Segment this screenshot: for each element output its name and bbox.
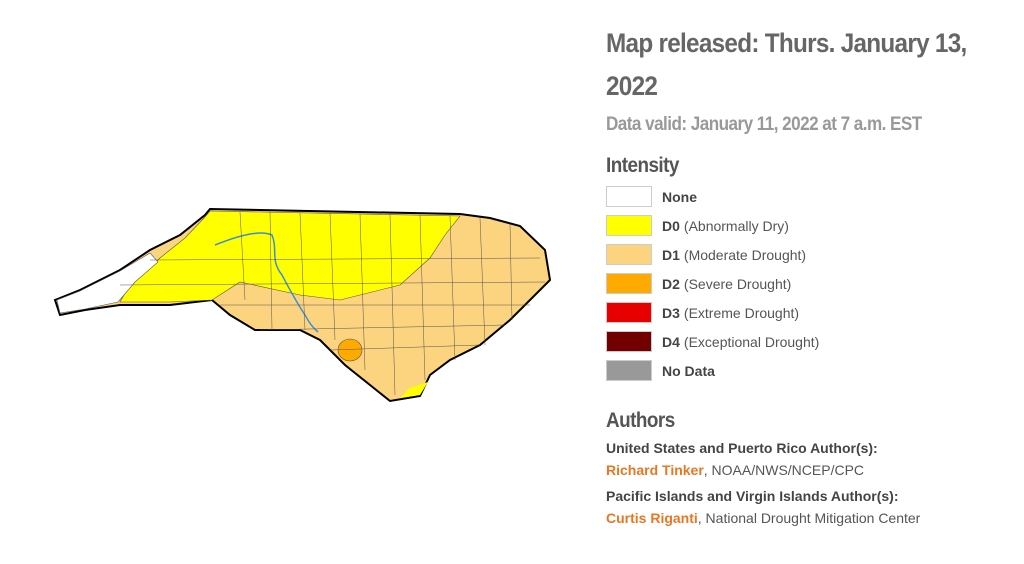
legend-item: D2 (Severe Drought) <box>606 269 1006 298</box>
d0-coast <box>400 382 428 398</box>
legend-code: D0 <box>662 217 680 234</box>
author-label: Pacific Islands and Virgin Islands Autho… <box>606 488 899 504</box>
author-affiliation: , NOAA/NWS/NCEP/CPC <box>703 462 865 478</box>
legend-desc: (Moderate Drought) <box>683 246 807 263</box>
legend-swatch <box>606 302 652 323</box>
county-lines <box>119 211 546 396</box>
legend-code: D3 <box>662 304 680 321</box>
legend-item: D1 (Moderate Drought) <box>606 240 1006 269</box>
legend-desc: (Extreme Drought) <box>683 304 800 321</box>
author-line: Richard Tinker, NOAA/NWS/NCEP/CPC <box>606 459 1006 481</box>
info-panel: Map released: Thurs. January 13, 2022 Da… <box>606 22 1006 529</box>
legend-desc: (Severe Drought) <box>683 275 792 292</box>
author-affiliation: , National Drought Mitigation Center <box>697 510 921 526</box>
legend-code: D4 <box>662 333 680 350</box>
legend-swatch <box>606 273 652 294</box>
d2-spot <box>337 338 363 362</box>
legend-title: Intensity <box>606 154 679 177</box>
legend-code: None <box>662 188 697 205</box>
legend-item: D4 (Exceptional Drought) <box>606 327 1006 356</box>
legend-swatch <box>606 215 652 236</box>
title: Map released: Thurs. January 13, 2022 <box>606 28 967 101</box>
legend-swatch <box>606 331 652 352</box>
legend-code: D2 <box>662 275 680 292</box>
subtitle: Data valid: January 11, 2022 at 7 a.m. E… <box>606 114 922 135</box>
authors-title: Authors <box>606 409 675 432</box>
legend-swatch <box>606 360 652 381</box>
author-groups: United States and Puerto Rico Author(s):… <box>606 437 1006 529</box>
author-line: Curtis Riganti, National Drought Mitigat… <box>606 507 1006 529</box>
river <box>214 232 319 333</box>
none-area <box>56 252 159 314</box>
legend-code: D1 <box>662 246 680 263</box>
legend-swatch <box>606 244 652 265</box>
authors: Authors United States and Puerto Rico Au… <box>606 409 1006 529</box>
legend-swatch <box>606 186 652 207</box>
legend-desc: (Abnormally Dry) <box>683 217 789 234</box>
legend-item: No Data <box>606 356 1006 385</box>
author-name[interactable]: Curtis Riganti <box>606 510 698 526</box>
author-label: United States and Puerto Rico Author(s): <box>606 440 878 456</box>
author-name[interactable]: Richard Tinker <box>606 462 704 478</box>
legend-desc: (Exceptional Drought) <box>683 333 820 350</box>
legend-code: No Data <box>662 362 715 379</box>
legend-item: D0 (Abnormally Dry) <box>606 211 1006 240</box>
drought-map <box>53 207 552 403</box>
legend: None D0 (Abnormally Dry) D1 (Moderate Drough… <box>606 182 1006 385</box>
legend-item: D3 (Extreme Drought) <box>606 298 1006 327</box>
legend-item: None <box>606 182 1006 211</box>
d0-area <box>119 210 461 303</box>
